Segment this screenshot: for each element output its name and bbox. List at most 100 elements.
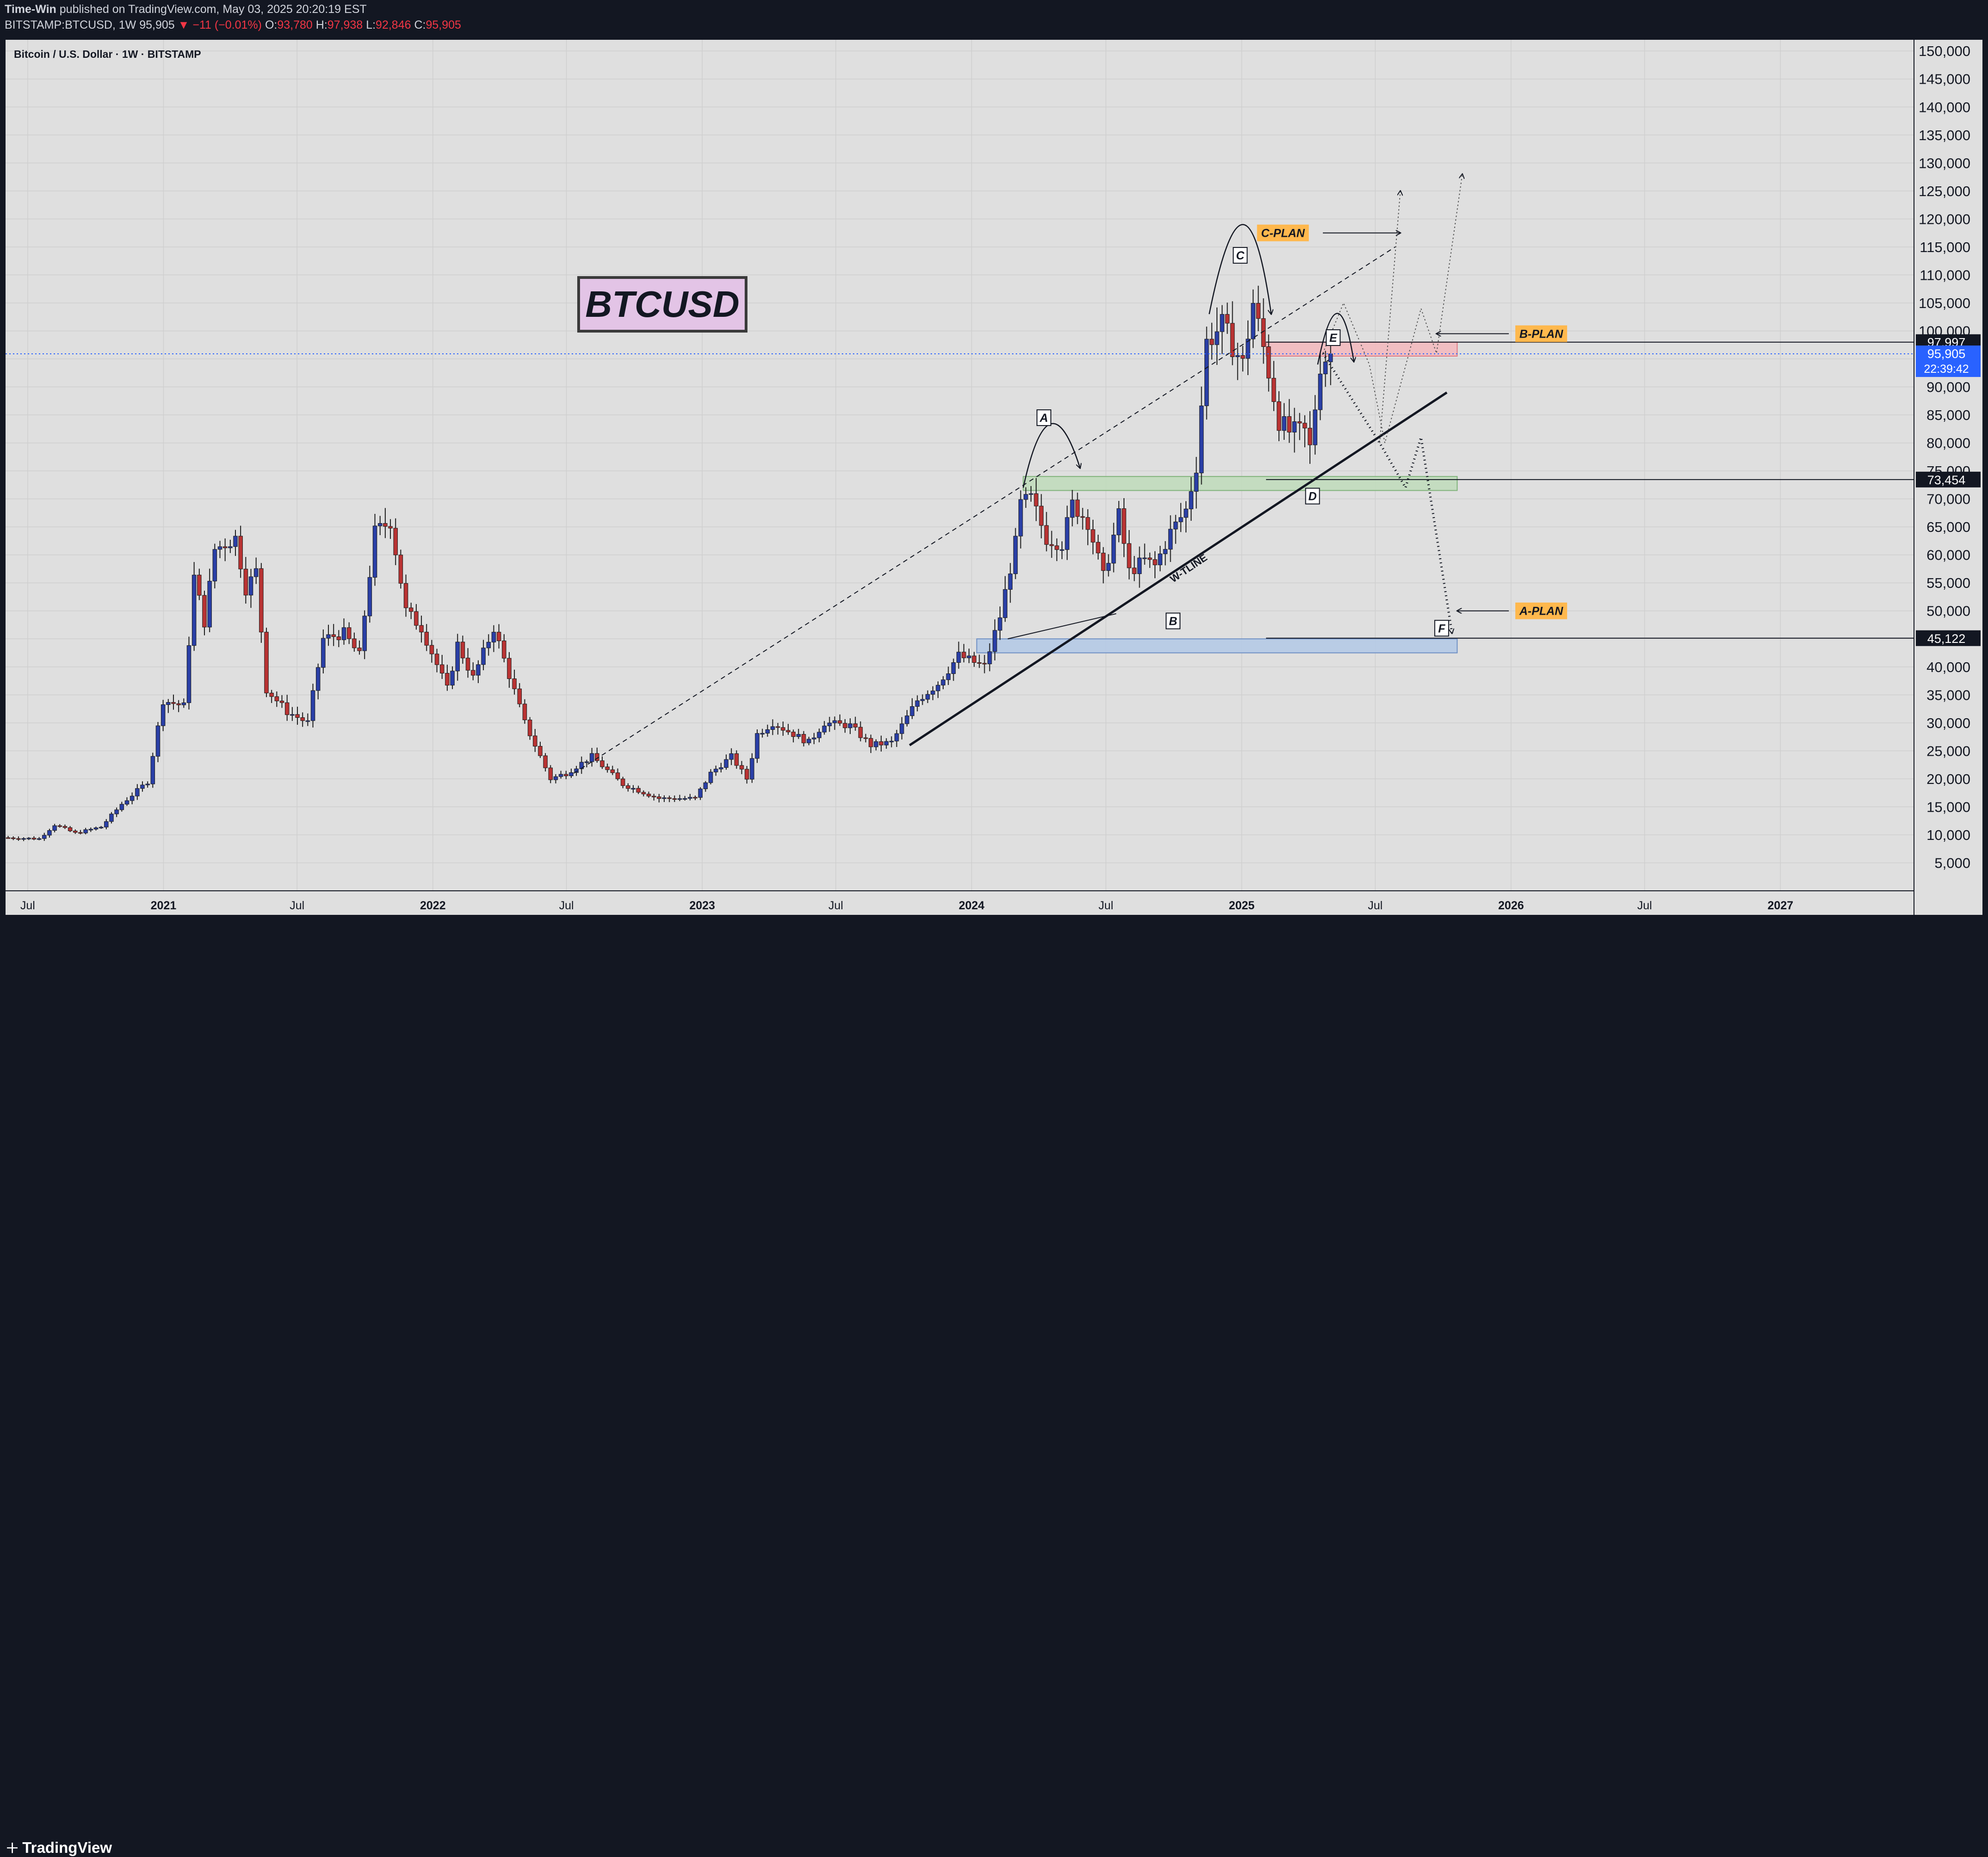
candle bbox=[936, 681, 940, 698]
chart-canvas[interactable] bbox=[6, 40, 1914, 915]
open-value: 93,780 bbox=[277, 19, 313, 31]
candle bbox=[52, 824, 57, 833]
candle bbox=[130, 792, 135, 804]
candle-body bbox=[734, 753, 739, 766]
candle bbox=[1225, 302, 1230, 334]
candle bbox=[884, 738, 889, 749]
candle-body bbox=[1117, 508, 1121, 536]
candle bbox=[1287, 399, 1292, 443]
candle bbox=[326, 624, 331, 646]
candle-body bbox=[1287, 416, 1292, 432]
candle bbox=[858, 721, 863, 741]
candle-body bbox=[879, 741, 883, 746]
candle-body bbox=[6, 837, 11, 839]
symbol-label[interactable]: BITSTAMP:BTCUSD, 1W bbox=[5, 19, 136, 31]
candle-body bbox=[688, 797, 692, 799]
candle-body bbox=[119, 804, 124, 810]
candle bbox=[688, 794, 692, 801]
candle-body bbox=[398, 555, 403, 584]
candle-body bbox=[295, 714, 300, 718]
author-name[interactable]: Time-Win bbox=[5, 3, 56, 16]
candle-body bbox=[408, 607, 414, 612]
candle bbox=[1266, 334, 1271, 392]
candle-body bbox=[465, 658, 470, 671]
candle-body bbox=[967, 655, 971, 658]
candle-body bbox=[507, 658, 512, 679]
candle-body bbox=[171, 702, 176, 704]
candle-body bbox=[677, 798, 682, 800]
candle bbox=[295, 706, 300, 725]
candle-body bbox=[538, 746, 543, 756]
candle bbox=[1101, 547, 1106, 584]
candle bbox=[1168, 515, 1173, 562]
tradingview-logo[interactable]: 🞢 TradingView bbox=[6, 1839, 112, 1857]
candle-body bbox=[719, 767, 723, 770]
candle-body bbox=[1122, 508, 1126, 544]
candle-body bbox=[1303, 423, 1307, 429]
candle bbox=[362, 610, 367, 660]
candle-body bbox=[564, 774, 568, 777]
plan-text: A-PLAN bbox=[1519, 605, 1563, 618]
candle-body bbox=[972, 655, 976, 663]
candle bbox=[186, 636, 191, 710]
candle-body bbox=[1241, 355, 1245, 359]
candle-body bbox=[305, 720, 310, 722]
candle bbox=[1049, 531, 1054, 558]
candle bbox=[564, 771, 568, 779]
w-trendline bbox=[909, 391, 1448, 747]
candle-body bbox=[161, 704, 166, 726]
candle bbox=[750, 753, 754, 783]
candle bbox=[1044, 512, 1049, 552]
candle bbox=[905, 710, 909, 727]
candle bbox=[408, 603, 414, 619]
candle bbox=[724, 754, 729, 770]
candle bbox=[760, 728, 765, 738]
candle bbox=[600, 756, 605, 769]
candle bbox=[42, 833, 47, 841]
candle bbox=[734, 750, 739, 769]
candle bbox=[915, 695, 920, 711]
candle bbox=[900, 717, 904, 740]
candle-body bbox=[962, 652, 966, 658]
candle-body bbox=[848, 723, 852, 728]
candle-body bbox=[610, 769, 615, 773]
candle-body bbox=[750, 758, 754, 780]
price-chart[interactable]: A B C D E F C-PLAN B-PLAN A-PLAN W-TLINE BTCUSD 5,… bbox=[0, 0, 1988, 949]
candle-body bbox=[207, 580, 212, 628]
candle-body bbox=[1096, 542, 1100, 554]
candle-body bbox=[672, 798, 677, 800]
candle-body bbox=[1055, 545, 1059, 550]
candle bbox=[667, 796, 672, 802]
candle bbox=[662, 795, 667, 802]
candle-body bbox=[827, 722, 832, 726]
candle-body bbox=[1272, 378, 1276, 402]
candle-body bbox=[615, 772, 620, 779]
price-tick-label: 5,000 bbox=[1934, 855, 1970, 871]
candle bbox=[274, 691, 279, 707]
candle-body bbox=[357, 648, 362, 651]
close-value: 95,905 bbox=[426, 19, 461, 31]
zone-blue bbox=[976, 638, 1458, 654]
time-tick-label: Jul bbox=[1099, 899, 1113, 912]
candle bbox=[21, 837, 26, 841]
time-tick-label: 2027 bbox=[1767, 899, 1793, 912]
candle-body bbox=[264, 632, 269, 693]
candle-body bbox=[1137, 557, 1142, 574]
candle bbox=[843, 719, 847, 733]
candle bbox=[481, 640, 486, 671]
candle bbox=[1272, 361, 1276, 411]
point-box bbox=[1326, 329, 1341, 346]
candle bbox=[16, 836, 21, 841]
candle bbox=[962, 644, 966, 663]
candle bbox=[171, 694, 176, 710]
candle bbox=[191, 562, 197, 651]
candle bbox=[238, 525, 243, 578]
price-tick-label: 120,000 bbox=[1919, 211, 1970, 227]
candle bbox=[1148, 552, 1152, 568]
candle bbox=[419, 616, 424, 643]
candle bbox=[533, 729, 537, 752]
candle-body bbox=[931, 691, 935, 695]
candle-body bbox=[843, 723, 847, 728]
candle-body bbox=[1060, 549, 1064, 551]
candle-body bbox=[321, 638, 326, 668]
